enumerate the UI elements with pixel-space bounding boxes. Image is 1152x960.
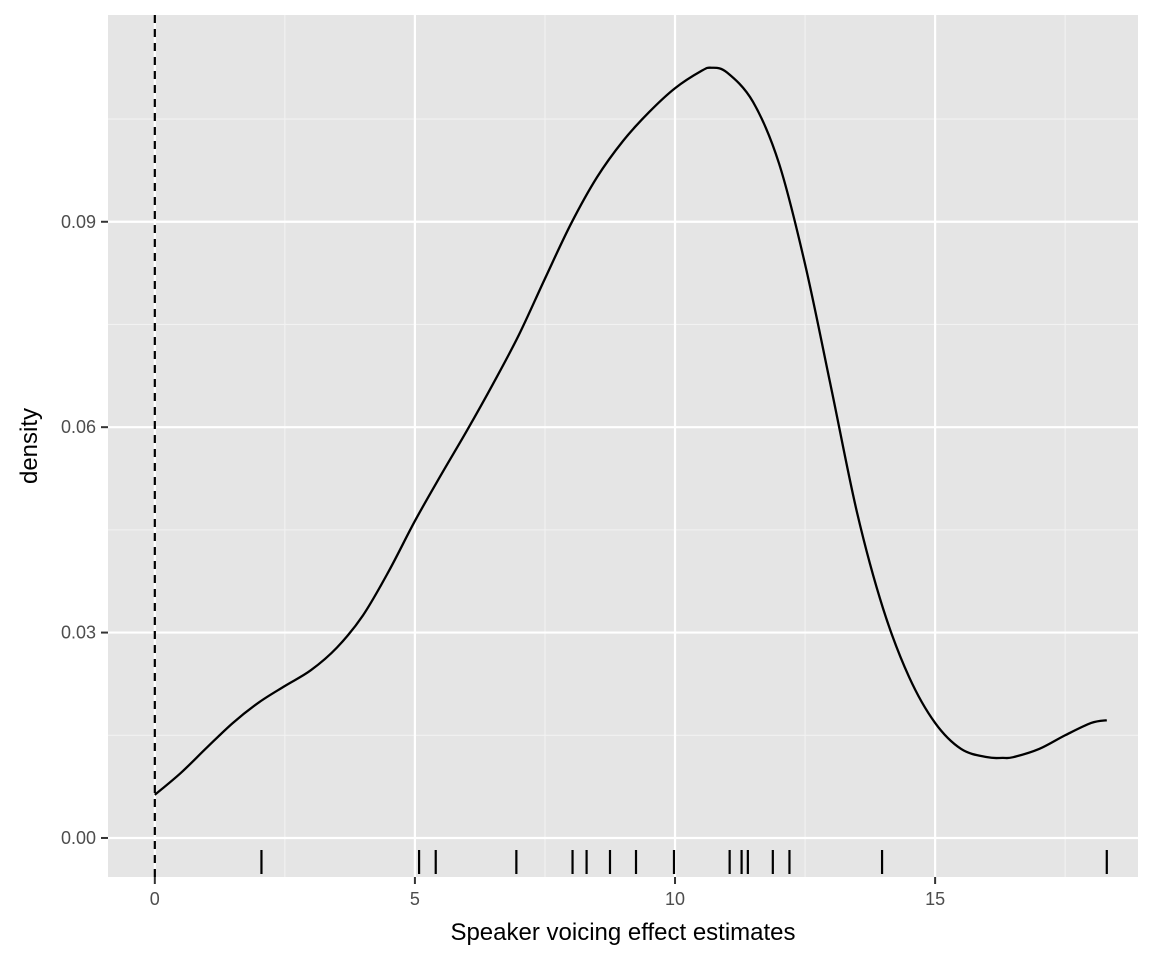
major-gridlines: [108, 15, 1138, 877]
x-tick-label: 5: [410, 889, 420, 909]
rug-marks: [260, 850, 1108, 874]
minor-gridlines: [108, 15, 1138, 877]
y-tick-label: 0.06: [61, 417, 96, 437]
x-tick-label: 10: [665, 889, 685, 909]
density-curve: [154, 66, 1107, 796]
y-tick-label: 0.03: [61, 623, 96, 643]
y-axis: 0.00 0.03 0.06 0.09: [61, 212, 108, 848]
x-tick-label: 0: [150, 889, 160, 909]
x-axis: 0 5 10 15: [150, 877, 945, 909]
plot-panel: [108, 15, 1138, 877]
y-axis-title: density: [16, 408, 43, 484]
x-tick-label: 15: [925, 889, 945, 909]
y-tick-label: 0.00: [61, 828, 96, 848]
x-axis-title: Speaker voicing effect estimates: [450, 919, 795, 946]
y-tick-label: 0.09: [61, 212, 96, 232]
